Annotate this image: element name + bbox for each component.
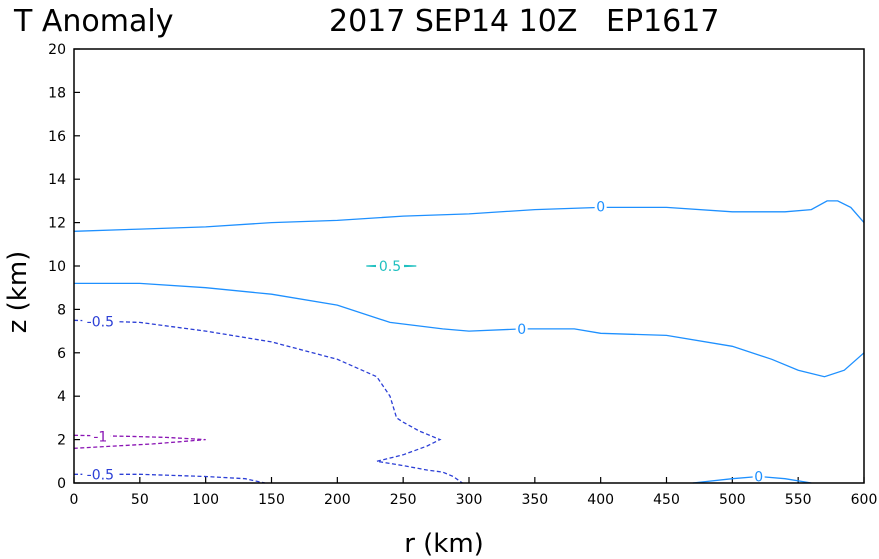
contour-label-bg (82, 466, 119, 482)
contour-label: 0 (754, 469, 763, 485)
contour-label-bg (376, 258, 404, 273)
x-tick-label: 350 (521, 492, 548, 508)
x-tick-label: 550 (785, 492, 812, 508)
x-tick-label: 0 (70, 492, 79, 508)
contour-label-bg (752, 468, 765, 484)
contour-cm05-low (74, 473, 266, 484)
contour-cm05-main (73, 319, 463, 484)
x-tick-label: 200 (324, 492, 351, 508)
y-tick-label: 14 (48, 172, 66, 188)
x-tick-label: 150 (258, 492, 285, 508)
x-axis: 0 50 100 150 200 250 300 350 400 450 500 550 600 (70, 477, 878, 508)
contour-label-bg (90, 428, 111, 444)
contour-label-bg (82, 313, 119, 329)
contour-layer (73, 200, 865, 484)
y-axis: 0 2 4 6 8 10 12 14 16 18 20 (48, 42, 80, 492)
y-tick-label: 4 (57, 389, 66, 405)
chart-title-right: 2017 SEP14 10Z EP1617 (329, 4, 719, 39)
contour-label: -0.5 (87, 314, 114, 330)
y-tick-label: 10 (48, 259, 66, 275)
x-axis-label: r (km) (404, 529, 484, 559)
x-tick-label: 450 (653, 492, 680, 508)
y-tick-label: 18 (48, 85, 66, 101)
x-tick-label: 250 (390, 492, 417, 508)
contour-cm1 (73, 434, 206, 449)
y-axis-label: z (km) (3, 251, 33, 334)
y-tick-label: 16 (48, 129, 66, 145)
contour-label-layer: 0 0 0 -0.5 -0.5 -1 0.5 (82, 198, 765, 485)
y-tick-label: 6 (57, 346, 66, 362)
contour-label: 0 (596, 199, 605, 215)
contour-c0-mid (74, 282, 865, 378)
y-tick-label: 12 (48, 216, 66, 232)
x-tick-label: 500 (719, 492, 746, 508)
y-tick-label: 0 (57, 476, 66, 492)
contour-label: 0.5 (379, 259, 401, 275)
plot-frame (73, 48, 865, 484)
contour-label-bg (594, 198, 607, 214)
y-tick-label: 2 (57, 433, 66, 449)
contour-c0-low (692, 475, 812, 484)
chart-title-left: T Anomaly (13, 4, 173, 39)
contour-label: 0 (517, 322, 526, 338)
x-tick-label: 300 (456, 492, 483, 508)
contour-label: -1 (93, 429, 107, 445)
x-tick-label: 100 (192, 492, 219, 508)
y-tick-label: 8 (57, 302, 66, 318)
x-tick-label: 400 (587, 492, 614, 508)
x-tick-label: 600 (851, 492, 878, 508)
contour-label: -0.5 (87, 467, 114, 483)
y-tick-label: 20 (48, 42, 66, 58)
x-tick-label: 50 (131, 492, 149, 508)
contour-label-bg (515, 320, 528, 336)
contour-c0-upper (73, 200, 865, 232)
